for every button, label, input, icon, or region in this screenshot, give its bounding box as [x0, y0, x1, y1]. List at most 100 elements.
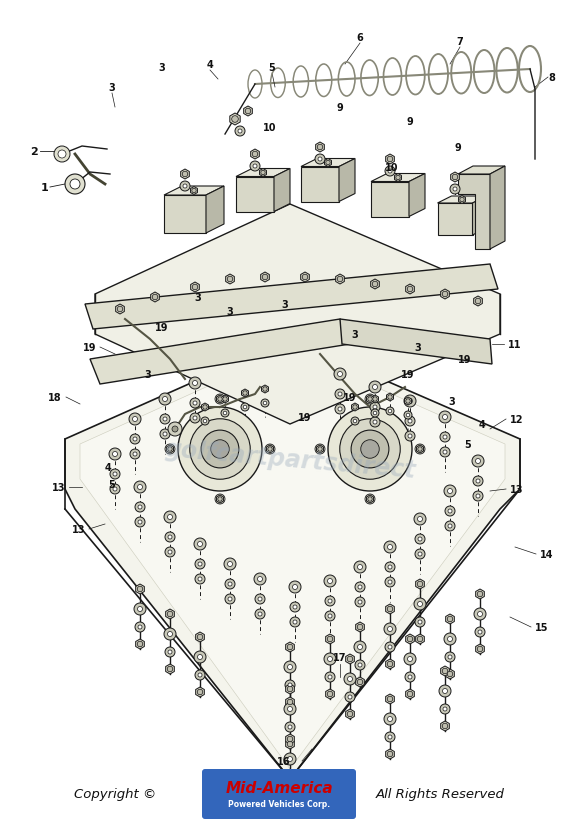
Text: 3: 3: [108, 83, 115, 93]
Polygon shape: [476, 590, 484, 600]
Circle shape: [138, 505, 142, 509]
Text: All Rights Reserved: All Rights Reserved: [376, 787, 505, 801]
Circle shape: [261, 171, 265, 175]
Circle shape: [347, 711, 353, 717]
Circle shape: [385, 167, 395, 177]
Circle shape: [287, 736, 293, 742]
Circle shape: [137, 642, 143, 647]
Text: 9: 9: [407, 117, 414, 127]
Circle shape: [388, 735, 392, 739]
Polygon shape: [441, 289, 450, 299]
Text: 15: 15: [535, 622, 549, 632]
Circle shape: [476, 495, 480, 499]
Text: 3: 3: [415, 342, 422, 352]
Circle shape: [134, 603, 146, 615]
Polygon shape: [195, 687, 204, 697]
Circle shape: [288, 725, 292, 729]
Text: Mid-America: Mid-America: [225, 781, 333, 796]
Circle shape: [347, 676, 353, 681]
Circle shape: [335, 390, 345, 399]
Circle shape: [168, 535, 172, 539]
Polygon shape: [325, 689, 334, 699]
Circle shape: [263, 387, 267, 392]
Circle shape: [328, 657, 332, 662]
Circle shape: [290, 602, 300, 612]
Circle shape: [129, 414, 141, 425]
Circle shape: [284, 662, 296, 673]
Polygon shape: [216, 495, 223, 504]
Text: 5: 5: [269, 63, 276, 73]
Circle shape: [357, 624, 362, 630]
Circle shape: [168, 650, 172, 654]
Polygon shape: [286, 789, 294, 799]
Circle shape: [448, 637, 452, 642]
Text: 4: 4: [206, 60, 213, 70]
Circle shape: [361, 440, 379, 459]
Text: 5: 5: [108, 480, 115, 490]
Circle shape: [288, 775, 292, 779]
Circle shape: [223, 397, 227, 402]
Circle shape: [243, 391, 247, 396]
Circle shape: [317, 145, 322, 151]
Circle shape: [384, 624, 396, 635]
Circle shape: [285, 772, 295, 782]
Circle shape: [442, 292, 448, 298]
Circle shape: [460, 198, 464, 203]
Circle shape: [478, 630, 482, 634]
Circle shape: [165, 444, 175, 455]
Circle shape: [448, 509, 452, 514]
Circle shape: [387, 752, 393, 757]
Circle shape: [388, 645, 392, 649]
Polygon shape: [286, 697, 294, 707]
Circle shape: [344, 673, 356, 686]
Circle shape: [54, 147, 70, 163]
Polygon shape: [386, 394, 393, 402]
Circle shape: [194, 651, 206, 663]
Circle shape: [189, 378, 201, 390]
Circle shape: [195, 574, 205, 585]
Circle shape: [190, 399, 200, 409]
Circle shape: [194, 538, 206, 550]
Polygon shape: [260, 273, 269, 283]
Circle shape: [372, 282, 378, 288]
Text: 18: 18: [48, 393, 62, 403]
Circle shape: [284, 753, 296, 765]
Circle shape: [258, 576, 263, 582]
Text: 11: 11: [508, 340, 521, 350]
Circle shape: [445, 506, 455, 516]
Circle shape: [415, 534, 425, 544]
Polygon shape: [286, 643, 294, 653]
Text: 3: 3: [195, 293, 201, 303]
Circle shape: [385, 732, 395, 742]
Polygon shape: [386, 605, 394, 614]
Circle shape: [253, 165, 257, 169]
Polygon shape: [164, 196, 206, 234]
Circle shape: [109, 448, 121, 461]
Text: 13: 13: [510, 485, 524, 495]
Circle shape: [135, 502, 145, 513]
Circle shape: [477, 591, 483, 597]
Text: 7: 7: [456, 37, 463, 47]
Circle shape: [348, 696, 352, 699]
Circle shape: [335, 404, 345, 414]
Polygon shape: [437, 197, 487, 203]
Circle shape: [327, 637, 333, 642]
Polygon shape: [166, 446, 173, 453]
Circle shape: [287, 741, 293, 747]
Circle shape: [183, 184, 187, 189]
Circle shape: [408, 434, 412, 438]
Circle shape: [325, 596, 335, 606]
Circle shape: [415, 549, 425, 559]
Circle shape: [442, 724, 448, 729]
Circle shape: [218, 397, 222, 402]
Polygon shape: [405, 689, 414, 699]
Circle shape: [265, 444, 275, 455]
Circle shape: [190, 419, 250, 480]
Text: 10: 10: [385, 163, 399, 173]
Circle shape: [354, 641, 366, 653]
Circle shape: [358, 663, 362, 667]
Circle shape: [440, 704, 450, 715]
Circle shape: [227, 562, 233, 566]
Circle shape: [365, 495, 375, 504]
Circle shape: [134, 481, 146, 494]
